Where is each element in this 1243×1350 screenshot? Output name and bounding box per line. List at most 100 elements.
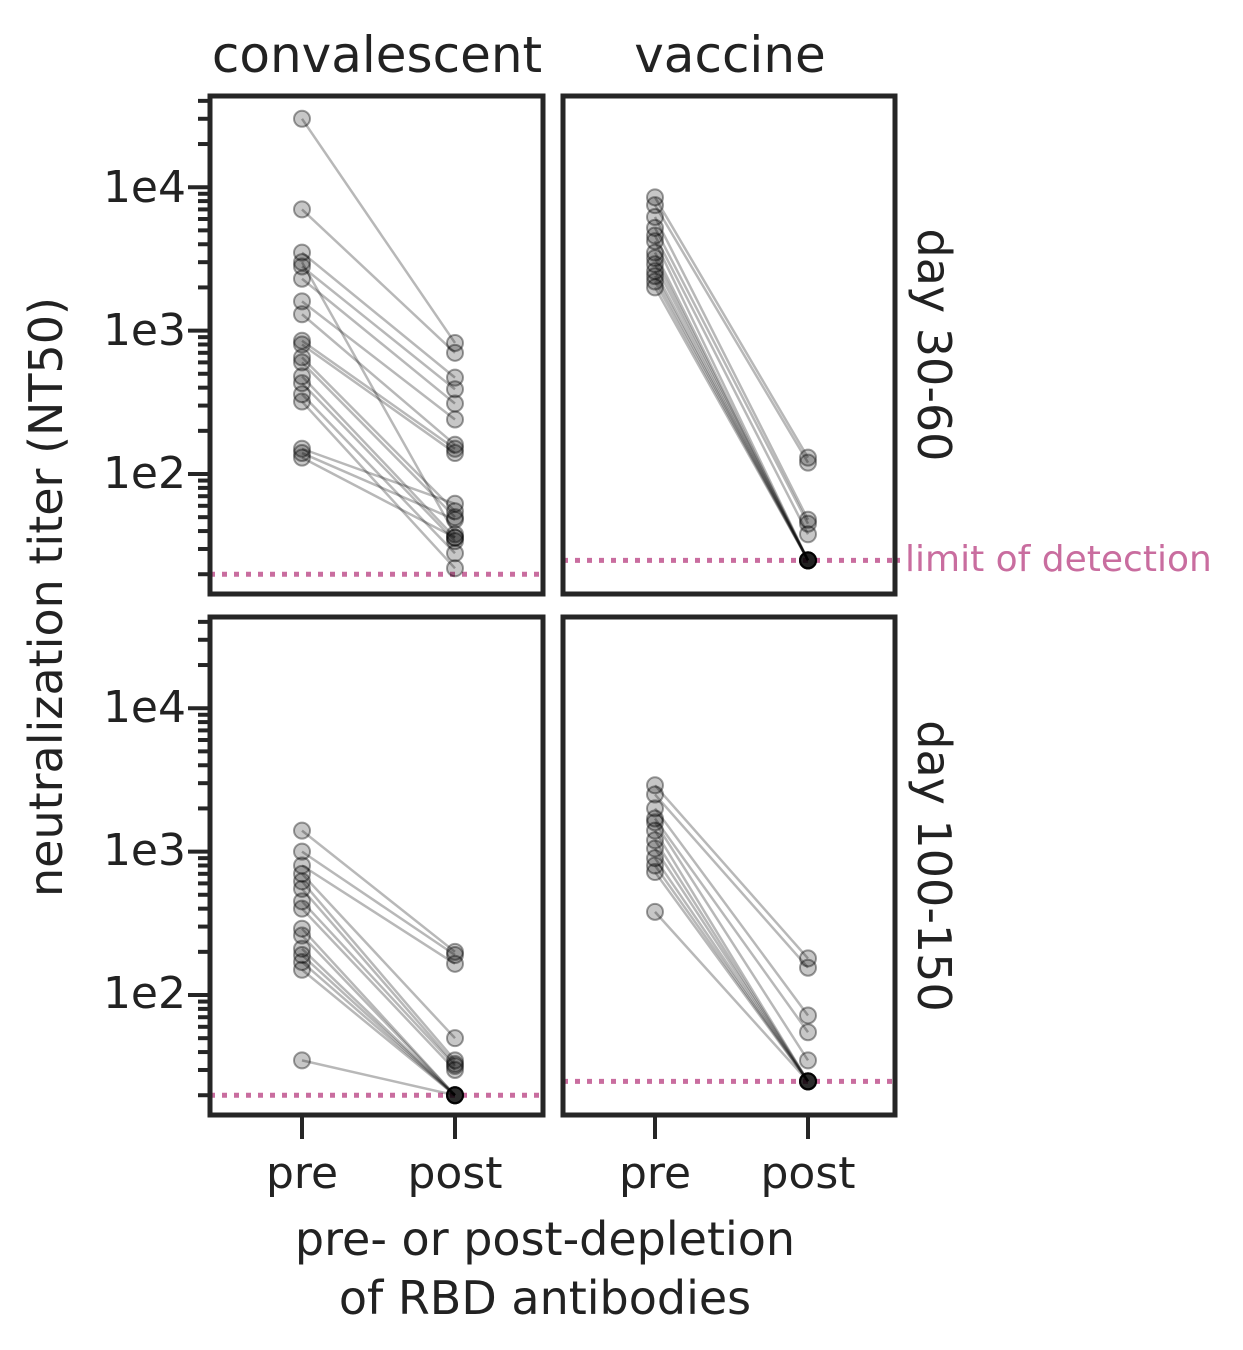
- point-post-3-3: [799, 1023, 817, 1042]
- point-pre-1-12: [646, 278, 664, 297]
- point-post-2-12: [446, 1086, 464, 1105]
- point-pre-2-2: [293, 856, 311, 875]
- point-post-2-8: [446, 1086, 464, 1105]
- point-pre-0-3: [293, 257, 311, 276]
- point-pre-0-1: [293, 200, 311, 219]
- pair-line-3-6: [653, 839, 810, 1083]
- panel-frame-vaccine-1: [560, 614, 898, 1118]
- pair-line-0-13: [301, 393, 456, 555]
- point-post-2-3: [446, 1029, 464, 1048]
- point-pre-3-6: [646, 831, 664, 850]
- point-pre-0-9: [293, 348, 311, 367]
- point-pre-1-9: [646, 262, 664, 281]
- point-pre-1-3: [646, 218, 664, 237]
- point-post-0-12: [446, 532, 464, 551]
- point-pre-0-16: [293, 444, 311, 463]
- pair-line-1-5: [653, 240, 810, 561]
- pair-line-3-9: [653, 864, 810, 1083]
- point-pre-2-11: [293, 946, 311, 965]
- pair-line-0-7: [301, 339, 456, 450]
- pair-line-2-11: [301, 954, 456, 1097]
- point-pre-3-8: [646, 849, 664, 868]
- point-post-0-10: [446, 508, 464, 527]
- pair-line-1-8: [653, 263, 810, 561]
- pair-line-2-10: [301, 947, 456, 1097]
- point-pre-1-2: [646, 207, 664, 226]
- pair-line-2-0: [301, 829, 456, 953]
- point-pre-0-18: [293, 253, 311, 272]
- point-post-0-3: [446, 380, 464, 399]
- point-post-2-2: [446, 954, 464, 973]
- pair-line-3-2: [653, 807, 810, 1017]
- x-tick-label-pre-convalescent: pre: [266, 1148, 338, 1199]
- pair-line-1-7: [653, 257, 810, 561]
- point-post-0-6: [446, 435, 464, 454]
- point-post-3-5: [799, 1072, 817, 1091]
- row-title-day-30-60: day 30-60: [907, 229, 961, 462]
- point-post-2-1: [446, 946, 464, 965]
- limit-of-detection-label: limit of detection: [905, 539, 1212, 580]
- point-post-2-0: [446, 942, 464, 961]
- point-pre-2-8: [293, 919, 311, 938]
- point-post-3-8: [799, 1072, 817, 1091]
- point-post-1-12: [799, 551, 817, 570]
- point-pre-2-9: [293, 926, 311, 945]
- point-pre-2-13: [293, 960, 311, 979]
- point-pre-3-10: [646, 863, 664, 882]
- point-post-1-5: [799, 551, 817, 570]
- point-post-2-4: [446, 1051, 464, 1070]
- pair-line-2-13: [301, 968, 456, 1097]
- point-post-0-7: [446, 439, 464, 458]
- row-title-day-100-150: day 100-150: [907, 720, 961, 1011]
- point-pre-2-3: [293, 864, 311, 883]
- point-pre-2-12: [293, 952, 311, 971]
- pair-line-2-1: [301, 850, 456, 957]
- point-pre-2-6: [293, 892, 311, 911]
- point-pre-3-0: [646, 776, 664, 795]
- panel-frame-convalescent-0: [207, 93, 546, 597]
- point-pre-2-1: [293, 842, 311, 861]
- point-pre-0-6: [293, 305, 311, 324]
- point-pre-3-11: [646, 902, 664, 921]
- pair-line-1-9: [653, 270, 810, 561]
- point-post-2-7: [446, 1060, 464, 1079]
- pair-line-0-9: [301, 356, 456, 513]
- point-post-1-4: [799, 525, 817, 544]
- point-post-0-0: [446, 333, 464, 352]
- pair-line-1-10: [653, 275, 810, 561]
- point-post-3-9: [799, 1072, 817, 1091]
- point-post-2-13: [446, 1086, 464, 1105]
- point-post-0-8: [446, 444, 464, 463]
- point-post-2-10: [446, 1086, 464, 1105]
- pair-line-2-14: [301, 1059, 456, 1097]
- point-pre-2-4: [293, 872, 311, 891]
- point-post-0-1: [446, 343, 464, 362]
- point-pre-0-5: [293, 292, 311, 311]
- pair-line-0-18: [300, 261, 457, 535]
- pair-line-0-3: [301, 265, 456, 391]
- pair-line-2-9: [301, 934, 456, 1097]
- point-pre-1-10: [646, 267, 664, 286]
- point-pre-0-12: [293, 374, 311, 393]
- column-title-convalescent: convalescent: [212, 26, 542, 84]
- pair-line-0-8: [301, 343, 456, 455]
- pair-line-3-11: [654, 911, 809, 1083]
- point-pre-3-7: [646, 839, 664, 858]
- pair-line-2-8: [301, 927, 456, 1097]
- point-pre-0-17: [293, 448, 311, 467]
- pair-line-2-7: [301, 907, 456, 1071]
- pair-line-3-1: [654, 793, 809, 969]
- point-pre-1-1: [646, 196, 664, 215]
- pair-line-2-12: [301, 961, 456, 1097]
- point-post-0-2: [446, 368, 464, 387]
- point-post-2-5: [446, 1055, 464, 1074]
- point-post-0-11: [446, 528, 464, 547]
- point-post-2-9: [446, 1086, 464, 1105]
- y-tick-label-1e4-bottom: 1e4: [103, 682, 186, 733]
- panel-frame-vaccine-0: [560, 93, 898, 597]
- pair-line-0-2: [301, 251, 456, 379]
- point-post-3-2: [799, 1006, 817, 1025]
- point-post-3-7: [799, 1072, 817, 1091]
- point-post-3-0: [799, 949, 817, 968]
